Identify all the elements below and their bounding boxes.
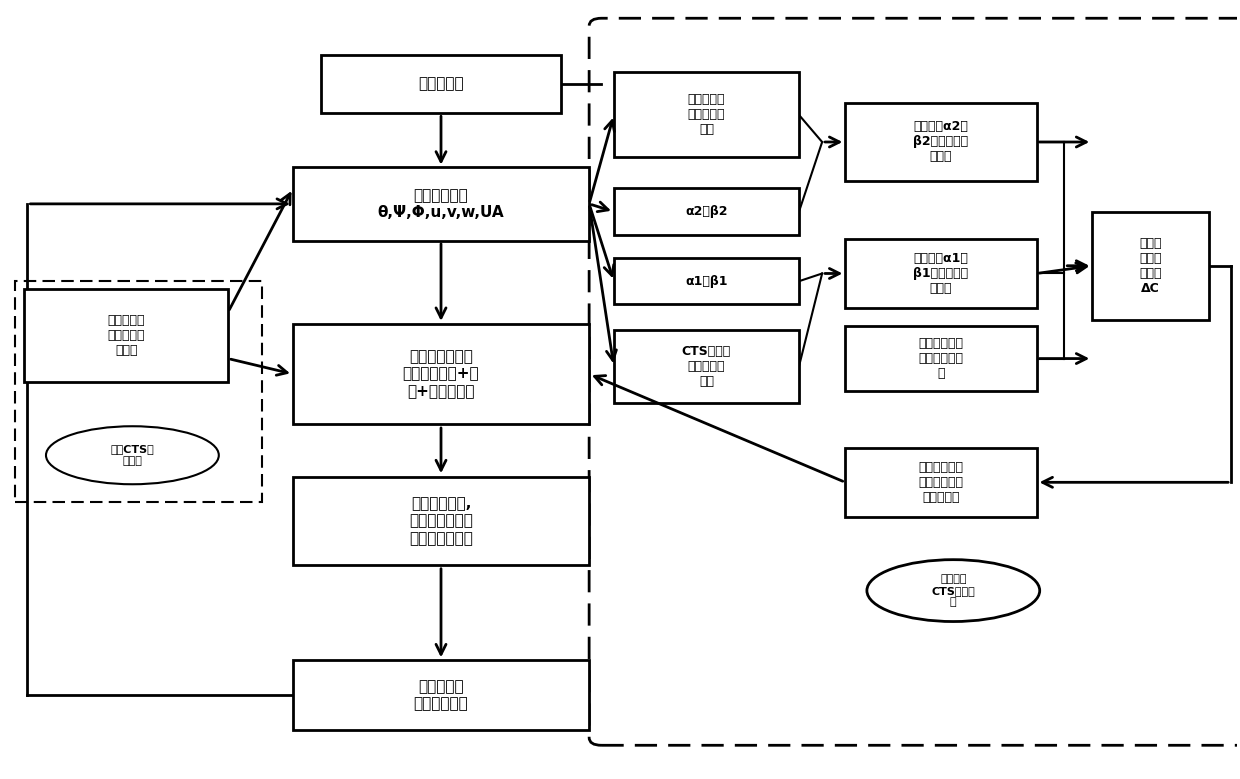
Text: 插值得到α2、
β2状态大模型
气动力: 插值得到α2、 β2状态大模型 气动力 xyxy=(914,121,968,164)
Text: 改进后的
CTS试验流
程: 改进后的 CTS试验流 程 xyxy=(931,574,975,607)
Text: 作差得
到干扰
气动力
ΔC: 作差得 到干扰 气动力 ΔC xyxy=(1140,237,1162,294)
Text: 二者叠加得到
外挂物模型准
确的气动力: 二者叠加得到 外挂物模型准 确的气动力 xyxy=(919,461,963,504)
FancyBboxPatch shape xyxy=(321,55,562,113)
Text: 外挂模型当前
θ,Ψ,Φ,u,v,w,UA: 外挂模型当前 θ,Ψ,Φ,u,v,w,UA xyxy=(378,188,505,220)
Text: 初始化设置: 初始化设置 xyxy=(418,76,464,91)
FancyBboxPatch shape xyxy=(614,72,799,157)
Text: 求解运动方程,
计算外挂物下一
时刻位置和姿态: 求解运动方程, 计算外挂物下一 时刻位置和姿态 xyxy=(409,496,472,546)
Text: 计算外挂物所受
合力（气动力+重
力+其他外力）: 计算外挂物所受 合力（气动力+重 力+其他外力） xyxy=(403,349,480,399)
FancyBboxPatch shape xyxy=(293,477,589,566)
FancyBboxPatch shape xyxy=(614,258,799,305)
Ellipse shape xyxy=(867,559,1039,622)
FancyBboxPatch shape xyxy=(846,326,1037,391)
Text: 插值得到α1、
β1状态大模型
气动力: 插值得到α1、 β1状态大模型 气动力 xyxy=(914,252,968,295)
Text: 更新外挂物
模型位置姿态: 更新外挂物 模型位置姿态 xyxy=(414,679,469,711)
FancyBboxPatch shape xyxy=(25,289,228,382)
Text: CTS外挂模
型自由流数
据集: CTS外挂模 型自由流数 据集 xyxy=(682,345,732,388)
Text: 原有CTS试
验流程: 原有CTS试 验流程 xyxy=(110,445,154,466)
Text: 外挂物天平测
得的气动力系
数: 外挂物天平测 得的气动力系 数 xyxy=(919,337,963,380)
FancyBboxPatch shape xyxy=(1092,212,1209,320)
Text: 外挂物天平
测得的气动
力系数: 外挂物天平 测得的气动 力系数 xyxy=(108,314,145,357)
FancyBboxPatch shape xyxy=(293,324,589,425)
FancyBboxPatch shape xyxy=(846,238,1037,308)
FancyBboxPatch shape xyxy=(846,447,1037,517)
Ellipse shape xyxy=(46,426,218,485)
Text: α1、β1: α1、β1 xyxy=(686,275,728,287)
Text: α2、β2: α2、β2 xyxy=(686,205,728,218)
Text: 外挂大模型
常规测力数
据集: 外挂大模型 常规测力数 据集 xyxy=(688,93,725,136)
FancyBboxPatch shape xyxy=(614,189,799,234)
FancyBboxPatch shape xyxy=(846,104,1037,181)
FancyBboxPatch shape xyxy=(293,167,589,241)
FancyBboxPatch shape xyxy=(614,330,799,403)
FancyBboxPatch shape xyxy=(293,661,589,730)
